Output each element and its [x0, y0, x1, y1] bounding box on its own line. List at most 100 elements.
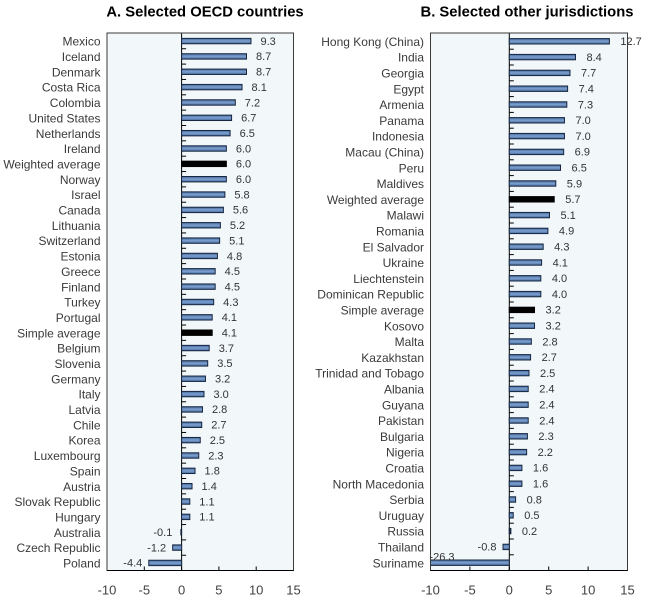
svg-text:Australia: Australia	[54, 526, 101, 540]
svg-text:Slovenia: Slovenia	[54, 357, 100, 371]
svg-text:6.5: 6.5	[240, 128, 255, 140]
svg-text:5.6: 5.6	[233, 205, 248, 217]
svg-text:10: 10	[249, 583, 263, 598]
svg-text:Czech Republic: Czech Republic	[16, 541, 100, 555]
svg-text:Nigeria: Nigeria	[386, 446, 424, 460]
svg-text:Luxembourg: Luxembourg	[34, 449, 101, 463]
svg-text:-5: -5	[464, 583, 476, 598]
svg-text:2.5: 2.5	[210, 435, 225, 447]
svg-text:5.2: 5.2	[230, 220, 245, 232]
svg-text:Spain: Spain	[70, 464, 101, 478]
svg-text:1.8: 1.8	[205, 466, 220, 478]
svg-text:Hungary: Hungary	[55, 510, 100, 524]
svg-text:2.2: 2.2	[538, 447, 553, 459]
svg-text:2.8: 2.8	[542, 336, 557, 348]
svg-text:Austria: Austria	[63, 480, 101, 494]
svg-text:8.7: 8.7	[256, 51, 271, 63]
svg-text:15: 15	[286, 583, 300, 598]
svg-text:4.1: 4.1	[222, 312, 237, 324]
svg-text:Trinidad and Tobago: Trinidad and Tobago	[315, 367, 424, 381]
svg-text:2.4: 2.4	[539, 384, 554, 396]
svg-text:El Salvador: El Salvador	[363, 240, 424, 254]
svg-text:5.7: 5.7	[565, 194, 580, 206]
svg-text:0.2: 0.2	[522, 526, 537, 538]
svg-text:4.1: 4.1	[222, 328, 237, 340]
svg-text:United States: United States	[28, 111, 100, 125]
svg-text:Latvia: Latvia	[68, 403, 100, 417]
svg-text:2.7: 2.7	[211, 420, 226, 432]
svg-text:Costa Rica: Costa Rica	[42, 81, 101, 95]
svg-text:4.3: 4.3	[554, 242, 569, 254]
svg-text:Malawi: Malawi	[387, 209, 424, 223]
svg-text:Uruguay: Uruguay	[379, 509, 424, 523]
svg-text:North Macedonia: North Macedonia	[333, 477, 425, 491]
svg-text:15: 15	[620, 583, 634, 598]
svg-text:8.4: 8.4	[586, 52, 601, 64]
svg-text:3.2: 3.2	[546, 305, 561, 317]
svg-text:4.0: 4.0	[552, 289, 567, 301]
svg-text:5.1: 5.1	[560, 210, 575, 222]
svg-text:Canada: Canada	[58, 204, 100, 218]
svg-text:-10: -10	[421, 583, 440, 598]
svg-text:4.5: 4.5	[225, 266, 240, 278]
svg-text:9.3: 9.3	[260, 36, 275, 48]
svg-text:5.1: 5.1	[229, 235, 244, 247]
svg-text:7.3: 7.3	[578, 99, 593, 111]
svg-text:1.6: 1.6	[533, 463, 548, 475]
svg-text:6.0: 6.0	[236, 174, 251, 186]
svg-text:Ukraine: Ukraine	[383, 256, 425, 270]
svg-text:Bulgaria: Bulgaria	[380, 430, 424, 444]
svg-text:4.5: 4.5	[225, 281, 240, 293]
svg-text:6.0: 6.0	[236, 159, 251, 171]
svg-text:Greece: Greece	[61, 265, 101, 279]
svg-text:5.8: 5.8	[234, 189, 249, 201]
svg-text:Poland: Poland	[63, 557, 100, 571]
svg-text:Liechtenstein: Liechtenstein	[353, 272, 424, 286]
svg-text:Mexico: Mexico	[62, 35, 100, 49]
svg-text:2.5: 2.5	[540, 368, 555, 380]
svg-text:12.7: 12.7	[620, 36, 641, 48]
svg-text:Finland: Finland	[61, 280, 100, 294]
svg-text:A. Selected OECD countries: A. Selected OECD countries	[106, 5, 303, 21]
svg-text:Ireland: Ireland	[64, 142, 101, 156]
svg-text:6.9: 6.9	[575, 147, 590, 159]
svg-text:1.1: 1.1	[199, 496, 214, 508]
svg-text:Korea: Korea	[68, 434, 100, 448]
svg-text:-0.8: -0.8	[478, 542, 497, 554]
svg-text:7.0: 7.0	[575, 131, 590, 143]
svg-text:-0.1: -0.1	[153, 527, 172, 539]
svg-text:Colombia: Colombia	[50, 96, 101, 110]
svg-text:2.3: 2.3	[208, 450, 223, 462]
svg-text:5: 5	[545, 583, 552, 598]
svg-text:3.5: 3.5	[217, 358, 232, 370]
svg-text:4.8: 4.8	[227, 251, 242, 263]
svg-text:1.4: 1.4	[202, 481, 217, 493]
svg-text:Netherlands: Netherlands	[36, 127, 101, 141]
svg-text:8.1: 8.1	[252, 82, 267, 94]
svg-text:3.7: 3.7	[219, 343, 234, 355]
svg-text:7.4: 7.4	[579, 84, 594, 96]
svg-text:Chile: Chile	[73, 418, 101, 432]
svg-text:Israel: Israel	[71, 188, 100, 202]
svg-text:-1.2: -1.2	[147, 542, 166, 554]
svg-text:Weighted average: Weighted average	[327, 193, 425, 207]
svg-text:0.5: 0.5	[524, 510, 539, 522]
svg-text:6.0: 6.0	[236, 143, 251, 155]
svg-text:-4.4: -4.4	[123, 558, 142, 570]
svg-text:-10: -10	[98, 583, 117, 598]
svg-text:Switzerland: Switzerland	[38, 234, 100, 248]
svg-text:Italy: Italy	[78, 388, 100, 402]
svg-text:Belgium: Belgium	[57, 342, 100, 356]
svg-text:3.2: 3.2	[215, 374, 230, 386]
svg-text:Lithuania: Lithuania	[52, 219, 101, 233]
svg-text:-5: -5	[139, 583, 151, 598]
svg-text:Guyana: Guyana	[382, 398, 424, 412]
svg-text:1.1: 1.1	[199, 512, 214, 524]
svg-text:Armenia: Armenia	[379, 98, 424, 112]
svg-text:1.6: 1.6	[533, 479, 548, 491]
svg-text:Simple average: Simple average	[17, 326, 101, 340]
svg-text:4.9: 4.9	[559, 226, 574, 238]
svg-text:10: 10	[581, 583, 595, 598]
svg-text:Serbia: Serbia	[389, 493, 424, 507]
svg-text:6.7: 6.7	[241, 113, 256, 125]
